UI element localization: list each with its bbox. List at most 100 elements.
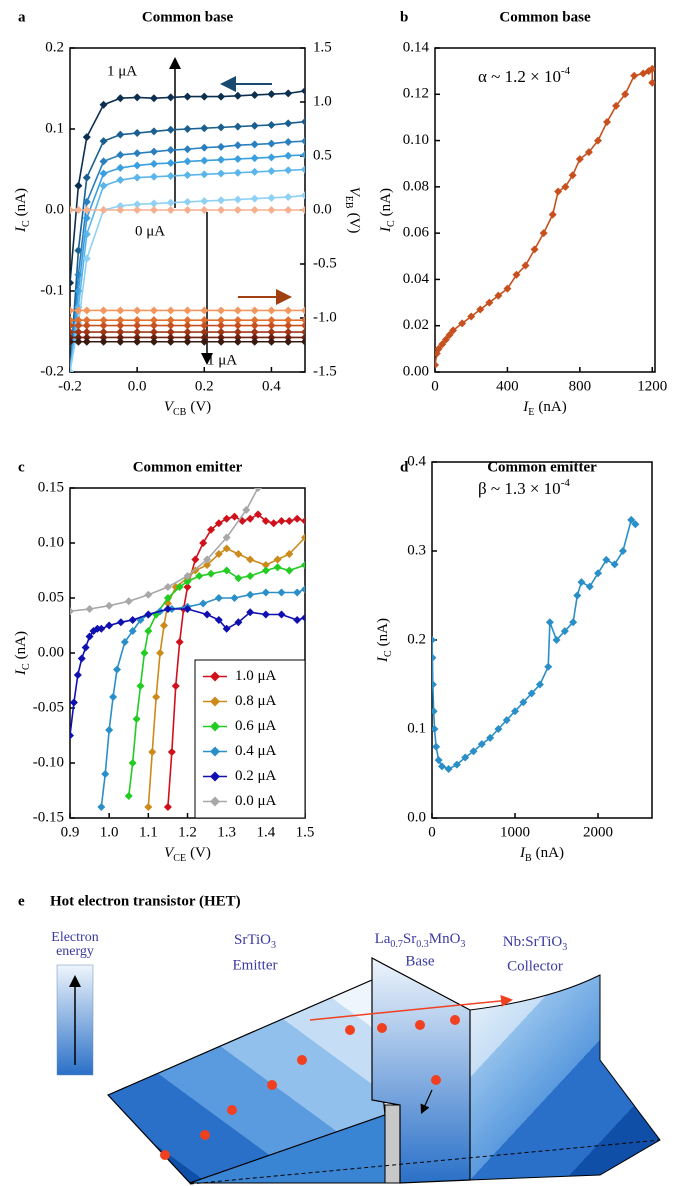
marker	[612, 101, 621, 110]
axis-subscript: C	[386, 220, 397, 227]
y-tick-label: 0.14	[403, 39, 430, 55]
marker	[149, 328, 158, 337]
y-tick-label: 0.0	[45, 201, 64, 217]
marker	[437, 762, 446, 771]
axis-label: IC (nA)	[13, 631, 32, 676]
marker	[99, 306, 108, 315]
marker	[233, 141, 242, 150]
electrons	[160, 1015, 460, 1160]
marker	[133, 321, 142, 330]
marker	[70, 206, 74, 214]
marker	[144, 610, 153, 619]
marker	[200, 197, 209, 206]
y-tick-label: 0.08	[403, 178, 429, 194]
marker	[584, 148, 593, 157]
marker	[552, 636, 561, 644]
marker	[441, 335, 450, 344]
formula-sub: 0.3	[416, 939, 429, 950]
marker	[203, 561, 212, 569]
marker	[301, 561, 305, 569]
marker	[561, 182, 570, 191]
marker	[116, 337, 125, 346]
marker	[250, 140, 259, 149]
marker	[217, 123, 226, 132]
marker	[577, 578, 586, 587]
marker	[301, 137, 305, 146]
marker	[230, 512, 239, 521]
marker	[116, 201, 125, 210]
marker	[74, 328, 83, 337]
marker	[267, 167, 276, 176]
axis-unit: (V)	[190, 399, 211, 415]
marker	[183, 572, 192, 580]
marker	[217, 206, 226, 214]
marker	[149, 337, 158, 346]
marker	[149, 306, 158, 315]
marker	[568, 171, 577, 180]
marker	[133, 173, 142, 182]
axis-unit: (nA)	[378, 188, 394, 216]
annotation-sup: -4	[561, 65, 571, 77]
y-tick-label: -0.05	[33, 699, 64, 715]
marker	[166, 306, 175, 315]
marker	[267, 139, 276, 148]
marker	[267, 120, 276, 129]
marker	[70, 607, 74, 616]
marker	[166, 206, 175, 214]
marker	[167, 748, 176, 756]
marker	[82, 173, 91, 182]
y-tick-label: 0.00	[403, 363, 429, 379]
marker	[222, 514, 231, 523]
marker	[99, 206, 108, 214]
electron	[431, 1075, 441, 1085]
marker	[284, 337, 293, 346]
marker	[166, 171, 175, 180]
marker	[175, 638, 184, 646]
marker	[99, 169, 108, 178]
marker	[250, 194, 259, 203]
y-tick-label: -0.10	[33, 754, 64, 770]
annotation: 1 μA	[107, 63, 137, 79]
marker	[214, 594, 223, 602]
electron	[415, 1020, 425, 1030]
annotation: β ~ 1.3 × 10-4	[478, 477, 570, 498]
axis-symbol: I	[519, 845, 526, 861]
axis-label: VCB (V)	[164, 399, 211, 418]
marker	[261, 561, 270, 569]
marker	[99, 321, 108, 330]
marker	[217, 328, 226, 337]
legend-box	[194, 659, 306, 819]
marker	[183, 157, 192, 166]
marker	[250, 206, 259, 214]
marker	[301, 533, 305, 542]
marker	[284, 316, 293, 325]
marker	[234, 550, 243, 558]
panel-title: Common emitter	[133, 459, 243, 475]
x-tick-label: 1000	[500, 824, 530, 840]
marker	[171, 682, 180, 690]
marker	[535, 680, 544, 689]
marker	[124, 597, 133, 606]
marker	[128, 616, 137, 624]
marker	[301, 117, 305, 126]
marker	[73, 671, 82, 679]
series-line	[435, 67, 654, 366]
marker	[435, 344, 443, 353]
marker	[452, 760, 461, 769]
marker	[116, 321, 125, 330]
series	[432, 515, 640, 774]
marker	[301, 517, 305, 525]
marker	[610, 560, 619, 569]
marker	[521, 261, 530, 270]
marker	[200, 321, 209, 330]
axis-subscript: C	[383, 650, 394, 657]
marker	[461, 753, 470, 762]
annotation-text: β ~ 1.3 × 10	[478, 479, 561, 498]
annotation: α ~ 1.2 × 10-4	[478, 65, 571, 86]
series	[70, 488, 262, 616]
marker	[575, 155, 584, 164]
marker	[261, 566, 270, 575]
marker	[250, 321, 259, 330]
marker	[494, 725, 503, 733]
marker	[183, 321, 192, 330]
